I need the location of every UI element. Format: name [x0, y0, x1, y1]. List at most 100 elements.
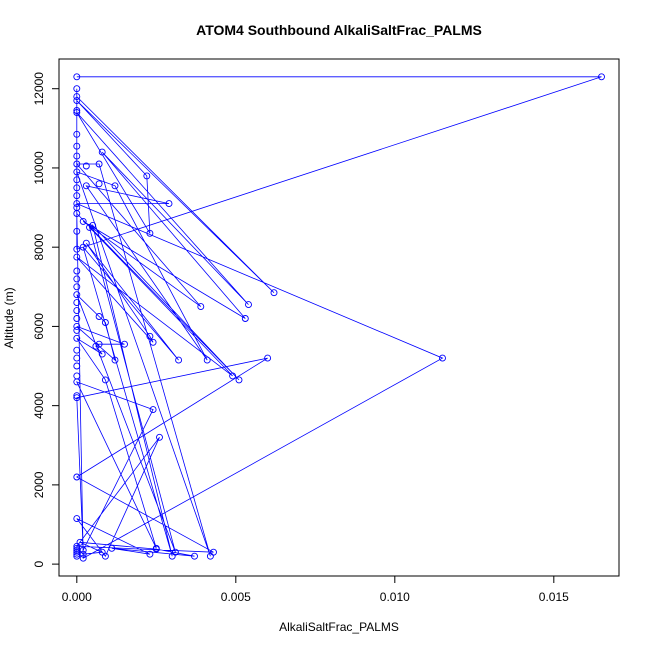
data-point [191, 552, 198, 560]
data-point [73, 160, 81, 168]
data-point [152, 545, 160, 553]
data-point [203, 356, 211, 364]
data-point [171, 548, 179, 556]
data-point [439, 354, 446, 362]
data-point [197, 303, 205, 311]
data-point [79, 554, 87, 562]
data-point [95, 180, 103, 188]
data-point [245, 301, 252, 309]
y-tick-label: 6000 [32, 313, 46, 340]
data-point [73, 394, 81, 402]
data-point [101, 376, 109, 384]
data-point [92, 342, 100, 350]
data-point [79, 217, 87, 225]
y-tick-label: 4000 [32, 392, 46, 419]
data-point [111, 182, 119, 190]
data-point [73, 245, 81, 253]
x-axis: 0.000 0.005 0.010 0.015 [62, 576, 569, 604]
data-point [73, 142, 81, 150]
data-point [73, 97, 81, 105]
data-point [73, 552, 81, 560]
data-point [149, 338, 157, 346]
data-point [73, 550, 81, 558]
data-point [73, 275, 81, 283]
data-point [73, 107, 81, 114]
data-point [73, 372, 81, 380]
data-point [73, 315, 81, 322]
data-point [73, 227, 81, 235]
data-point [111, 356, 119, 364]
data-point [165, 200, 173, 208]
data-point [146, 332, 154, 340]
data-point [95, 313, 103, 320]
data-point [98, 548, 106, 556]
data-point [82, 239, 90, 247]
data-point [86, 223, 93, 231]
data-point [143, 172, 151, 180]
plot-area [73, 73, 605, 562]
data-point [210, 548, 217, 556]
data-point [73, 515, 81, 523]
data-point [73, 93, 81, 101]
data-point [73, 354, 81, 362]
data-point [98, 148, 106, 156]
data-point [73, 176, 81, 184]
data-point [98, 350, 106, 358]
data-point [270, 289, 278, 297]
y-axis: 0 2000 4000 6000 8000 10000 12000 [32, 72, 59, 567]
data-point [598, 73, 605, 81]
x-axis-label: AlkaliSaltFrac_PALMS [279, 620, 399, 634]
data-point [241, 315, 249, 322]
x-tick-label: 0.000 [62, 590, 92, 604]
data-point [146, 550, 154, 558]
chart-title: ATOM4 Southbound AlkaliSaltFrac_PALMS [196, 22, 482, 38]
data-point [73, 334, 81, 342]
data-point [73, 200, 81, 208]
data-point [82, 162, 90, 170]
plot-frame [58, 58, 620, 577]
data-point [146, 229, 154, 237]
data-point [229, 372, 237, 380]
data-point [73, 548, 81, 556]
y-tick-label: 10000 [32, 151, 46, 185]
data-point [73, 73, 81, 81]
data-point [76, 538, 84, 546]
series-line [75, 76, 602, 559]
data-point [175, 356, 183, 364]
x-tick-label: 0.015 [539, 590, 569, 604]
data-point [73, 307, 81, 315]
y-tick-label: 8000 [32, 234, 46, 261]
data-point [73, 130, 81, 138]
data-point [73, 299, 81, 307]
data-point [73, 283, 81, 291]
data-point [264, 354, 272, 362]
data-point [73, 85, 81, 93]
data-point [73, 291, 81, 299]
data-point [121, 340, 128, 348]
data-point [73, 322, 81, 330]
data-point [95, 160, 103, 168]
data-point [73, 346, 81, 354]
data-point [156, 433, 163, 441]
data-point [73, 326, 81, 334]
y-tick-label: 2000 [32, 471, 46, 498]
data-point [73, 168, 81, 176]
data-point [73, 392, 81, 400]
data-point [73, 267, 81, 275]
data-point [73, 109, 81, 116]
data-point [82, 182, 90, 190]
data-point [73, 184, 81, 192]
y-tick-label: 0 [32, 560, 46, 567]
data-point [108, 544, 116, 552]
data-point [73, 362, 81, 370]
data-point [149, 406, 157, 414]
data-point [73, 473, 81, 481]
data-point [73, 192, 81, 200]
x-tick-label: 0.010 [380, 590, 410, 604]
x-tick-label: 0.005 [221, 590, 251, 604]
data-point [73, 253, 81, 261]
y-tick-label: 12000 [32, 72, 46, 106]
data-point [73, 152, 81, 160]
data-point [73, 204, 81, 212]
